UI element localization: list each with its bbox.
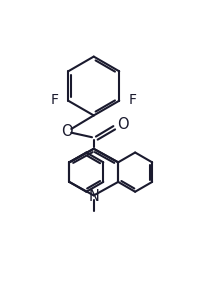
Text: O: O bbox=[117, 117, 129, 132]
Text: N: N bbox=[88, 189, 99, 204]
Text: F: F bbox=[129, 93, 137, 107]
Text: F: F bbox=[51, 93, 59, 107]
Text: O: O bbox=[61, 124, 72, 139]
